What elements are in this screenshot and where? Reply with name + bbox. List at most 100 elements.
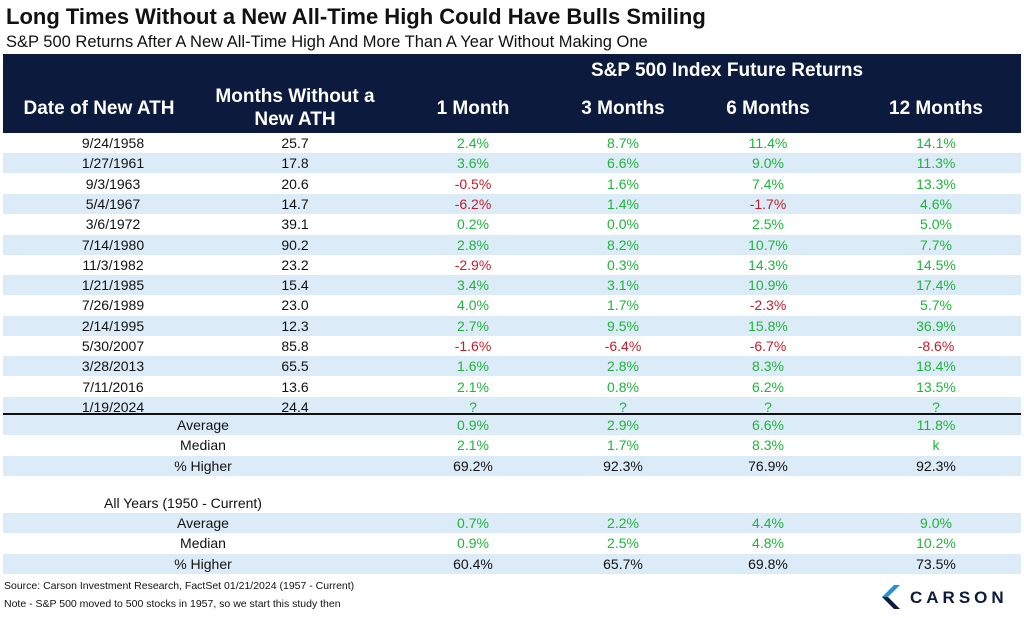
cell-date: 3/28/2013 bbox=[81, 358, 145, 375]
cell-m6: -2.3% bbox=[749, 297, 787, 314]
cell-m3: 0.8% bbox=[607, 378, 639, 395]
cell-m3: 0.0% bbox=[607, 216, 639, 233]
cell-months: 25.7 bbox=[281, 135, 309, 151]
cell-date: 7/14/1980 bbox=[81, 236, 145, 253]
table-row: Average 0.7% 2.2% 4.4% 9.0% bbox=[3, 513, 1021, 533]
carson-logo-text: CARSON bbox=[910, 588, 1008, 607]
header-12m: 12 Months bbox=[889, 98, 983, 119]
cell-m1: ? bbox=[469, 398, 477, 415]
cell-months: 14.7 bbox=[281, 195, 309, 212]
cell-m6: -6.7% bbox=[749, 338, 787, 354]
carson-logo: CARSON bbox=[880, 583, 1020, 613]
header-date: Date of New ATH bbox=[23, 98, 175, 119]
header-3m: 3 Months bbox=[581, 98, 665, 119]
table-row: % Higher 69.2% 92.3% 76.9% 92.3% bbox=[3, 455, 1021, 476]
cell-months: 20.6 bbox=[281, 175, 309, 192]
chart-subtitle: S&P 500 Returns After A New All-Time Hig… bbox=[6, 33, 648, 51]
cell-months: 23.0 bbox=[281, 297, 309, 314]
cell-date: 9/3/1963 bbox=[85, 175, 141, 192]
cell-m6: 10.9% bbox=[748, 277, 788, 294]
cell-m1: -1.6% bbox=[454, 338, 492, 354]
cell-m6: -1.7% bbox=[749, 195, 787, 212]
summary-m12: 92.3% bbox=[916, 457, 956, 474]
cell-date: 1/27/1961 bbox=[81, 155, 145, 172]
cell-date: 9/24/1958 bbox=[81, 135, 145, 151]
cell-months: 24.4 bbox=[281, 398, 309, 415]
cell-m12: 7.7% bbox=[920, 236, 952, 253]
cell-date: 5/30/2007 bbox=[81, 338, 145, 354]
cell-m6: 10.7% bbox=[748, 236, 788, 253]
cell-m1: 2.1% bbox=[457, 378, 489, 395]
cell-m1: 1.6% bbox=[457, 358, 489, 375]
summary-m12: k bbox=[932, 437, 940, 454]
table-row: 7/26/1989 23.0 4.0% 1.7% -2.3% 5.7% bbox=[3, 295, 1021, 315]
source-note: Source: Carson Investment Research, Fact… bbox=[4, 580, 355, 592]
all-years-m6: 4.4% bbox=[752, 515, 784, 531]
summary-m12: 11.8% bbox=[916, 417, 956, 433]
cell-m1: 2.7% bbox=[457, 317, 489, 334]
cell-m1: 3.4% bbox=[457, 277, 489, 294]
all-years-m12: 9.0% bbox=[920, 515, 952, 531]
cell-m1: -2.9% bbox=[454, 256, 492, 273]
all-years-m1: 0.9% bbox=[457, 535, 489, 552]
cell-m6: 8.3% bbox=[752, 358, 784, 375]
cell-m12: 17.4% bbox=[916, 277, 956, 294]
cell-m12: 14.1% bbox=[916, 135, 956, 151]
cell-m3: 1.6% bbox=[607, 175, 639, 192]
cell-date: 5/4/1967 bbox=[85, 195, 141, 212]
summary-m6: 8.3% bbox=[752, 437, 784, 454]
all-years-m6: 69.8% bbox=[748, 555, 788, 572]
summary-m3: 2.9% bbox=[607, 417, 639, 433]
table-row: 1/21/1985 15.4 3.4% 3.1% 10.9% 17.4% bbox=[3, 275, 1021, 296]
header-6m: 6 Months bbox=[726, 98, 810, 119]
summary-label: Average bbox=[177, 417, 229, 433]
cell-months: 15.4 bbox=[281, 277, 309, 294]
study-note: Note - S&P 500 moved to 500 stocks in 19… bbox=[4, 598, 341, 610]
all-years-m1: 60.4% bbox=[453, 555, 493, 572]
cell-m1: 2.4% bbox=[457, 135, 489, 151]
cell-m3: 6.6% bbox=[607, 155, 639, 172]
table-row: % Higher 60.4% 65.7% 69.8% 73.5% bbox=[3, 553, 1021, 574]
cell-m3: 9.5% bbox=[607, 317, 639, 334]
cell-m12: 13.3% bbox=[916, 175, 956, 192]
all-years-m12: 10.2% bbox=[916, 535, 956, 552]
summary-m1: 2.1% bbox=[457, 437, 489, 454]
header-months-line1: Months Without a bbox=[215, 86, 375, 107]
cell-m3: 2.8% bbox=[607, 358, 639, 375]
cell-months: 23.2 bbox=[281, 256, 309, 273]
all-years-m12: 73.5% bbox=[916, 555, 956, 572]
cell-m3: ? bbox=[619, 398, 627, 415]
cell-m1: 2.8% bbox=[457, 236, 489, 253]
cell-m1: -0.5% bbox=[454, 175, 492, 192]
cell-m6: 2.5% bbox=[752, 216, 784, 233]
cell-m3: 1.7% bbox=[607, 297, 639, 314]
cell-m12: 13.5% bbox=[916, 378, 956, 395]
cell-m6: 7.4% bbox=[752, 175, 784, 192]
header-group-label: S&P 500 Index Future Returns bbox=[590, 60, 864, 81]
cell-date: 2/14/1995 bbox=[81, 317, 145, 334]
table-row: 2/14/1995 12.3 2.7% 9.5% 15.8% 36.9% bbox=[3, 315, 1021, 336]
summary-m3: 92.3% bbox=[603, 457, 643, 474]
table-row: 9/3/1963 20.6 -0.5% 1.6% 7.4% 13.3% bbox=[3, 174, 1021, 194]
summary-m6: 76.9% bbox=[748, 457, 788, 474]
cell-m12: 36.9% bbox=[916, 317, 956, 334]
cell-months: 17.8 bbox=[281, 155, 309, 172]
cell-m3: 8.7% bbox=[607, 135, 639, 151]
header-1m: 1 Month bbox=[436, 98, 510, 119]
all-years-m3: 65.7% bbox=[603, 555, 643, 572]
table-row: 1/19/2024 24.4???? bbox=[3, 396, 1021, 417]
all-years-m1: 0.7% bbox=[457, 515, 489, 531]
carson-logo-icon bbox=[882, 585, 900, 609]
cell-months: 39.1 bbox=[281, 216, 309, 233]
all-years-label-cell: % Higher bbox=[174, 555, 232, 572]
cell-m12: -8.6% bbox=[917, 338, 955, 354]
cell-m3: 1.4% bbox=[607, 195, 639, 212]
summary-m1: 0.9% bbox=[457, 417, 489, 433]
cell-months: 85.8 bbox=[281, 338, 309, 354]
cell-m6: 11.4% bbox=[748, 135, 788, 151]
header-months-line2: New ATH bbox=[254, 109, 336, 130]
table-row: 5/4/1967 14.7 -6.2% 1.4% -1.7% 4.6% bbox=[3, 193, 1021, 214]
cell-m6: 15.8% bbox=[748, 317, 788, 334]
cell-m1: 4.0% bbox=[457, 297, 489, 314]
chart-title: Long Times Without a New All-Time High C… bbox=[6, 4, 706, 29]
